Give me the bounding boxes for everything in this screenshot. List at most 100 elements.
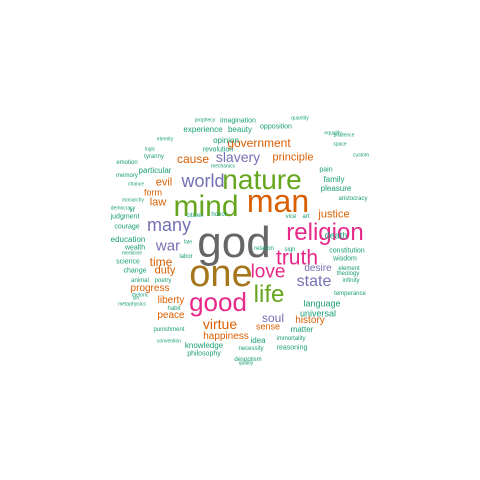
word-principle: principle <box>272 151 314 164</box>
word-slavery: slavery <box>215 149 261 165</box>
word-many: many <box>146 215 192 235</box>
word-mechanics: mechanics <box>211 163 235 170</box>
word-opposition: opposition <box>260 123 292 131</box>
word-change: change <box>123 267 147 275</box>
word-prophecy: prophecy <box>194 117 216 124</box>
word-universal: universal <box>299 308 337 319</box>
word-courage: courage <box>114 223 140 231</box>
word-equality: equality <box>324 130 342 137</box>
word-element: element <box>338 266 360 272</box>
word-one: one <box>189 253 253 295</box>
word-idea: idea <box>250 336 266 345</box>
word-progress: progress <box>130 283 170 294</box>
word-aristocracy: aristocracy <box>338 196 368 202</box>
word-good: good <box>189 287 247 317</box>
word-habit: habit <box>167 306 181 312</box>
word-honor: honor <box>211 212 227 218</box>
word-time: time <box>149 255 173 269</box>
word-monarchy: monarchy <box>122 197 144 204</box>
word-happiness: happiness <box>203 331 249 342</box>
word-desire: desire <box>304 263 332 274</box>
word-world: world <box>181 171 225 191</box>
word-necessity: necessity <box>238 346 264 352</box>
word-cause: cause <box>176 152 210 166</box>
word-memory: memory <box>116 173 138 179</box>
word-liberty: liberty <box>157 295 185 306</box>
word-animal: animal <box>131 278 149 284</box>
word-relation: relation <box>254 246 274 252</box>
word-family: family <box>323 175 345 184</box>
word-reasoning: reasoning <box>276 344 308 352</box>
word-education: education <box>110 235 146 244</box>
word-judgment: judgment <box>110 213 140 221</box>
word-man: man <box>246 183 310 219</box>
word-virtue: virtue <box>202 316 238 332</box>
word-citizen: citizen <box>186 213 204 219</box>
word-experience: experience <box>183 125 223 134</box>
word-state: state <box>296 273 332 290</box>
word-prudence: prudence <box>333 132 355 139</box>
word-war: war <box>155 237 181 255</box>
word-theology: theology <box>336 271 360 277</box>
word-immortality: immortality <box>276 336 306 342</box>
word-logic: logic <box>144 146 156 153</box>
word-particular: particular <box>138 166 172 175</box>
word-infinity: infinity <box>342 278 360 284</box>
word-quantity: quantity <box>291 115 309 122</box>
word-beauty: beauty <box>227 125 253 134</box>
word-constitution: constitution <box>329 247 365 255</box>
word-sign: sign <box>284 247 296 253</box>
word-wisdom: wisdom <box>333 255 357 263</box>
word-wealth: wealth <box>124 244 146 252</box>
word-justice: justice <box>318 208 350 221</box>
word-peace: peace <box>157 310 185 321</box>
word-form: form <box>144 187 162 198</box>
word-evil: evil <box>155 176 173 189</box>
word-medicine: medicine <box>121 250 143 257</box>
word-life: life <box>253 281 285 308</box>
word-science: science <box>116 258 140 266</box>
word-pleasure: pleasure <box>320 184 352 193</box>
word-philosophy: philosophy <box>187 350 221 358</box>
word-temperance: temperance <box>334 291 366 297</box>
word-truth: truth <box>275 246 319 270</box>
word-poetry: poetry <box>154 278 172 284</box>
word-convention: convention <box>156 338 182 345</box>
word-art: art <box>302 214 310 220</box>
word-fate: fate <box>183 239 193 246</box>
word-religion: religion <box>286 219 364 246</box>
word-metaphysics: metaphysics <box>118 301 146 308</box>
word-despotism: despotism <box>234 357 262 363</box>
word-vice: vice <box>285 214 297 220</box>
word-custom: custom <box>352 152 370 159</box>
word-nature: nature <box>222 164 302 195</box>
word-law: law <box>149 196 167 209</box>
word-soul: soul <box>261 311 285 325</box>
word-imagination: imagination <box>220 117 256 125</box>
word-language: language <box>303 298 341 309</box>
word-emotion: emotion <box>116 160 138 166</box>
word-matter: matter <box>290 325 314 334</box>
word-mind: mind <box>173 190 239 223</box>
word-punishment: punishment <box>153 327 185 333</box>
word-eternity: eternity <box>156 136 174 143</box>
word-duty: duty <box>154 264 176 277</box>
word-chance: chance <box>127 181 145 188</box>
word-government: government <box>227 136 291 150</box>
word-sense: sense <box>255 321 281 332</box>
word-labor: labor <box>179 254 193 260</box>
word-pain: pain <box>319 166 333 174</box>
word-quality: quality <box>238 360 254 367</box>
word-tyranny: tyranny <box>144 154 164 160</box>
word-death: death <box>324 230 348 241</box>
word-democracy: democracy <box>110 205 136 212</box>
word-sin: sin <box>132 295 140 302</box>
word-rhetoric: rhetoric <box>131 292 149 299</box>
word-opinion: opinion <box>213 136 239 145</box>
word-love: love <box>250 261 286 283</box>
word-knowledge: knowledge <box>184 341 224 350</box>
word-god: god <box>197 218 271 267</box>
word-space: space <box>333 141 347 148</box>
word-in: in <box>129 208 135 214</box>
